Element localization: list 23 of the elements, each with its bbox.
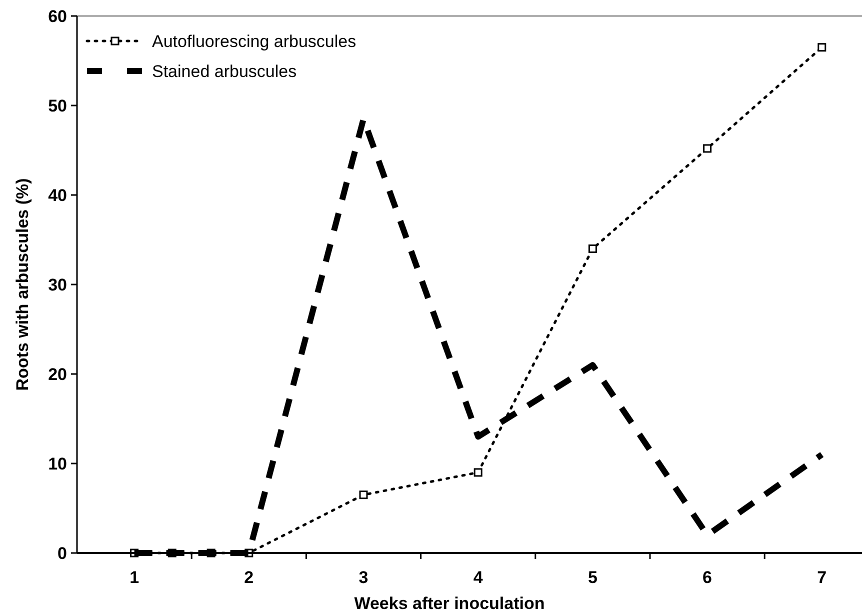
- y-tick-label: 60: [48, 6, 67, 26]
- y-axis-title: Roots with arbuscules (%): [13, 178, 32, 391]
- point: [474, 468, 482, 477]
- y-tick-label: 20: [48, 364, 67, 384]
- x-tick-label: 4: [473, 568, 484, 587]
- x-tick-label: 7: [817, 568, 827, 587]
- x-tick-label: 5: [588, 568, 598, 587]
- legend-label: Stained arbuscules: [152, 62, 297, 81]
- x-axis-title: Weeks after inoculation: [354, 594, 545, 613]
- point: [818, 43, 826, 52]
- point: [588, 244, 597, 253]
- x-tick-label: 6: [702, 568, 712, 587]
- x-tick-label: 1: [130, 568, 140, 587]
- point: [359, 490, 368, 500]
- x-tick-label: 3: [358, 568, 368, 587]
- y-tick-label: 40: [48, 186, 67, 205]
- x-tick-label: 2: [244, 568, 254, 587]
- y-tick-label: 30: [48, 275, 67, 294]
- y-tick-label: 0: [58, 544, 67, 563]
- y-tick-label: 50: [48, 96, 67, 116]
- point: [703, 144, 712, 153]
- legend-label: Autofluorescing arbuscules: [152, 32, 356, 51]
- y-tick-label: 10: [48, 454, 67, 474]
